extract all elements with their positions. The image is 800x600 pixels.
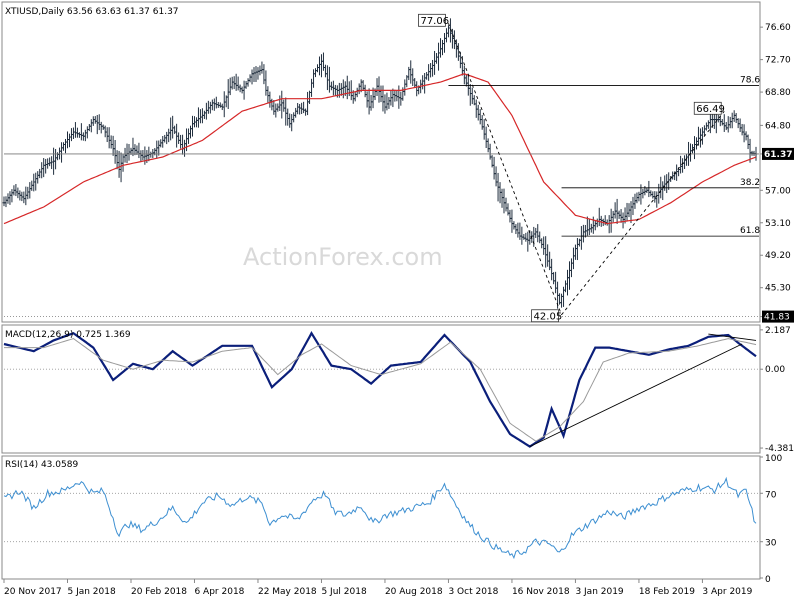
y-tick-label: 72.70 bbox=[765, 56, 791, 66]
fib-label: 78.6 bbox=[740, 75, 760, 85]
y-tick-label: 68.80 bbox=[765, 88, 791, 98]
x-tick-label: 3 Jan 2019 bbox=[575, 587, 623, 597]
price-label-box bbox=[418, 13, 446, 27]
y-tick-label: 64.80 bbox=[765, 121, 791, 131]
signal-line bbox=[4, 338, 757, 442]
y-tick-label: 70 bbox=[765, 490, 777, 500]
last-price-label: 61.37 bbox=[764, 150, 792, 160]
x-tick-label: 22 May 2018 bbox=[258, 587, 317, 597]
fib-label: 38.2 bbox=[740, 178, 760, 188]
x-tick-label: 20 Feb 2018 bbox=[131, 587, 187, 597]
level-price-label: 41.83 bbox=[764, 313, 790, 323]
macd-panel: 2.187 0.00 -4.381 MACD(12,26,9) 0.725 1.36… bbox=[1, 324, 794, 454]
x-tick-label: 5 Jul 2018 bbox=[321, 587, 366, 597]
y-tick-label: 53.10 bbox=[765, 219, 791, 229]
price-label: 42.05 bbox=[531, 309, 563, 323]
price-label-text: 42.05 bbox=[534, 311, 563, 322]
macd-axis: 2.187 0.00 -4.381 bbox=[760, 326, 794, 454]
price-label-text: 77.06 bbox=[420, 16, 449, 27]
time-axis: 20 Nov 2017 5 Jan 2018 20 Feb 2018 6 Apr 20… bbox=[3, 579, 753, 597]
price-label-text: 66.49 bbox=[696, 104, 725, 115]
x-tick-label: 3 Apr 2019 bbox=[702, 587, 752, 597]
y-tick-label: 76.60 bbox=[765, 23, 791, 33]
macd-line bbox=[3, 330, 757, 448]
price-label-box bbox=[693, 101, 722, 115]
price-label-box bbox=[531, 309, 559, 323]
price-axis: 76.60 72.70 68.80 64.80 61.37 57.00 53.10 49.20… bbox=[760, 23, 794, 323]
rsi-panel: 100 70 30 0 RSI(14) 43.0589 bbox=[1, 454, 782, 585]
rsi-lines bbox=[3, 476, 759, 560]
x-tick-label: 16 Nov 2018 bbox=[512, 587, 570, 597]
price-label: 77.06 bbox=[418, 13, 449, 27]
rsi-title: RSI(14) 43.0589 bbox=[5, 460, 78, 470]
price-panel-frame bbox=[1, 1, 761, 323]
y-tick-label: 57.00 bbox=[765, 186, 791, 196]
y-tick-label: 2.187 bbox=[765, 326, 791, 336]
x-tick-label: 20 Aug 2018 bbox=[385, 587, 443, 597]
macd-trend-line bbox=[529, 343, 743, 448]
x-tick-label: 5 Jan 2018 bbox=[67, 587, 115, 597]
moving-average bbox=[3, 73, 757, 225]
fib-label: 61.8 bbox=[740, 226, 760, 236]
trend-line bbox=[561, 111, 725, 316]
y-tick-label: 100 bbox=[765, 454, 782, 464]
x-tick-label: 6 Apr 2018 bbox=[194, 587, 244, 597]
macd-title: MACD(12,26,9) 0.725 1.369 bbox=[5, 330, 131, 340]
trend-line bbox=[448, 23, 562, 315]
x-tick-label: 3 Oct 2018 bbox=[448, 587, 498, 597]
price-bars bbox=[2, 18, 758, 309]
y-tick-label: 0 bbox=[765, 575, 771, 585]
rsi-line bbox=[3, 476, 757, 560]
price-levels: 78.6 38.2 61.8 77.06 42.05 66.49 bbox=[4, 13, 760, 323]
macd-lines bbox=[3, 330, 759, 448]
price-header: XTIUSD,Daily 63.56 63.63 61.37 61.37 bbox=[5, 7, 179, 17]
y-tick-label: -4.381 bbox=[765, 444, 794, 454]
level-price-box bbox=[762, 310, 794, 323]
y-tick-label: 49.20 bbox=[765, 251, 791, 261]
ma-line bbox=[3, 73, 757, 225]
macd-trend-line bbox=[708, 333, 757, 341]
y-tick-label: 0.00 bbox=[765, 365, 785, 375]
x-tick-label: 18 Feb 2019 bbox=[639, 587, 695, 597]
macd-panel-frame bbox=[1, 324, 761, 454]
x-tick-label: 20 Nov 2017 bbox=[4, 587, 62, 597]
price-panel: 78.6 38.2 61.8 77.06 42.05 66.49 76.60 72.70 68… bbox=[1, 1, 794, 323]
watermark: ActionForex.com bbox=[243, 243, 443, 271]
y-tick-label: 45.30 bbox=[765, 284, 791, 294]
price-label: 66.49 bbox=[693, 101, 725, 115]
last-price-box bbox=[762, 147, 794, 160]
rsi-axis: 100 70 30 0 bbox=[760, 454, 782, 585]
rsi-panel-frame bbox=[1, 455, 761, 580]
y-tick-label: 30 bbox=[765, 539, 777, 549]
